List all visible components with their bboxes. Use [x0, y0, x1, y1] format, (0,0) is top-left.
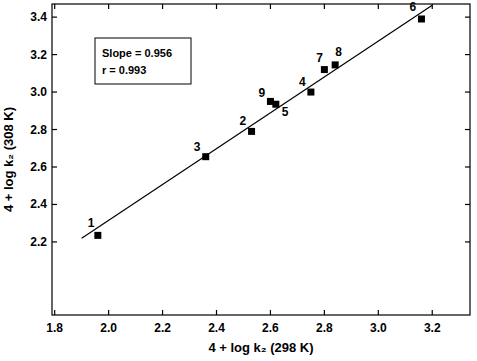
x-tick: [162, 310, 163, 315]
y-tick-right: [465, 91, 470, 92]
x-tick-top: [270, 4, 271, 9]
point: [332, 61, 339, 68]
y-tick: [52, 204, 57, 205]
fit-line: [82, 5, 433, 238]
x-tick-top: [216, 4, 217, 9]
x-tick-top: [324, 4, 325, 9]
y-tick: [52, 54, 57, 55]
point-label: 5: [282, 105, 289, 119]
y-tick-right: [465, 204, 470, 205]
x-tick-label: 3.2: [424, 321, 441, 335]
point-label: 9: [258, 86, 265, 100]
point: [267, 98, 274, 105]
x-tick-label: 2.4: [208, 321, 225, 335]
annotation-frame: [95, 38, 191, 84]
x-tick-label: 3.0: [370, 321, 387, 335]
y-tick-label: 2.6: [30, 160, 47, 174]
point-label: 1: [88, 216, 95, 230]
x-tick-top: [162, 4, 163, 9]
plot-frame: [52, 4, 470, 315]
y-tick-label: 3.4: [30, 10, 47, 24]
chart: 1.8 2.0 2.2 2.4 2.6 2.8 3.0 3.2 2.2 2.4 2.6 2.8 3.0 3…: [0, 0, 477, 361]
y-tick: [52, 91, 57, 92]
y-tick-right: [465, 54, 470, 55]
x-tick-top: [108, 4, 109, 9]
y-tick-label: 2.8: [30, 123, 47, 137]
y-tick-right: [465, 17, 470, 18]
point: [248, 128, 255, 135]
point-label: 4: [299, 75, 306, 89]
y-tick: [52, 129, 57, 130]
x-tick-top: [54, 4, 55, 9]
y-tick-label: 2.4: [30, 197, 47, 211]
x-tick-label: 2.2: [154, 321, 171, 335]
y-tick-right: [465, 129, 470, 130]
plot-marks: [82, 5, 433, 239]
x-tick: [324, 310, 325, 315]
point: [307, 89, 314, 96]
x-tick-label: 1.8: [46, 321, 63, 335]
y-tick: [52, 166, 57, 167]
annotation-box: Slope = 0.956 r = 0.993: [95, 38, 191, 84]
x-axis-label: 4 + log k₂ (298 K): [208, 340, 313, 355]
x-tick: [378, 310, 379, 315]
x-tick-top: [378, 4, 379, 9]
point-label: 6: [409, 0, 416, 14]
x-tick: [270, 310, 271, 315]
annotation: r = 0.993: [102, 64, 146, 76]
y-axis-label: 4 + log k₂ (308 K): [1, 107, 16, 212]
y-tick: [52, 241, 57, 242]
y-tick-right: [465, 241, 470, 242]
point-label: 8: [335, 45, 342, 59]
y-tick-label: 2.2: [30, 235, 47, 249]
x-tick: [54, 310, 55, 315]
annotation: Slope = 0.956: [102, 47, 172, 59]
point-label: 2: [240, 114, 247, 128]
x-tick-label: 2.6: [262, 321, 279, 335]
y-tick-label: 3.0: [30, 85, 47, 99]
point: [321, 66, 328, 73]
y-tick-label: 3.2: [30, 48, 47, 62]
point-label: 7: [316, 51, 323, 65]
x-tick: [432, 310, 433, 315]
x-tick-label: 2.8: [316, 321, 333, 335]
x-tick: [108, 310, 109, 315]
point: [94, 232, 101, 239]
y-tick: [52, 17, 57, 18]
x-tick-label: 2.0: [100, 321, 117, 335]
point-label: 3: [194, 140, 201, 154]
x-tick: [216, 310, 217, 315]
y-tick-right: [465, 166, 470, 167]
x-tick-top: [432, 4, 433, 9]
point: [418, 15, 425, 22]
